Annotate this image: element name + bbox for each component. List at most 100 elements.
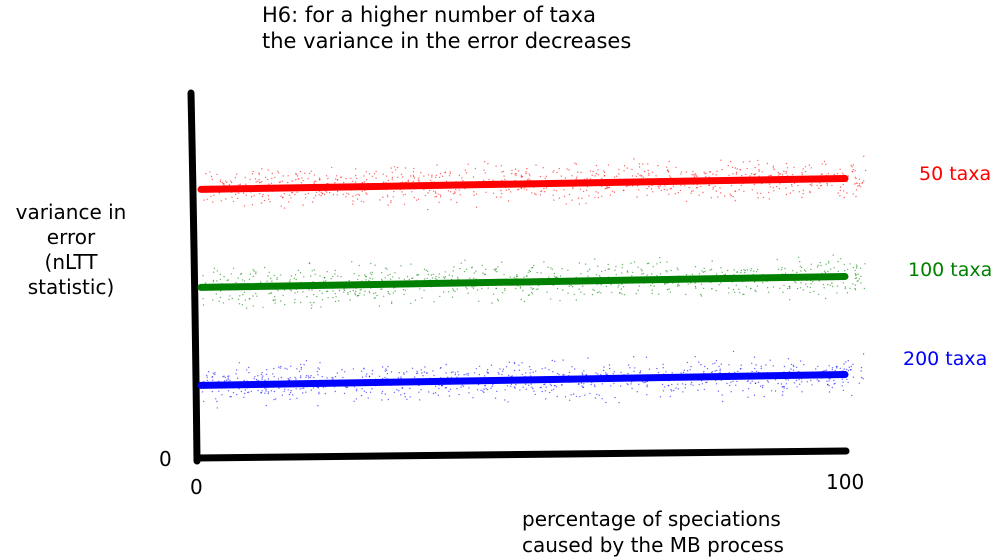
noise-point-series-1	[754, 289, 756, 291]
noise-point-series-1	[394, 290, 396, 292]
noise-point-series-0	[259, 193, 261, 195]
noise-point-series-1	[732, 288, 735, 291]
noise-point-series-0	[636, 196, 638, 198]
noise-point-series-1	[467, 292, 469, 294]
noise-point-series-1	[343, 291, 345, 293]
noise-point-series-0	[785, 162, 788, 165]
noise-point-series-0	[225, 198, 227, 200]
noise-point-series-2	[462, 385, 465, 387]
noise-point-series-2	[334, 376, 337, 378]
noise-point-series-2	[522, 386, 524, 388]
noise-point-series-1	[555, 276, 558, 279]
noise-point-series-0	[343, 182, 345, 184]
noise-point-series-1	[204, 282, 207, 284]
noise-point-series-1	[230, 273, 232, 275]
noise-point-series-1	[491, 302, 493, 304]
noise-point-series-0	[716, 170, 718, 172]
noise-point-series-1	[202, 304, 205, 306]
noise-point-series-1	[352, 289, 354, 292]
noise-point-series-2	[381, 366, 384, 368]
noise-point-series-1	[392, 292, 395, 294]
noise-point-series-2	[326, 377, 328, 379]
legend-entry-100-taxa: 100 taxa	[908, 259, 993, 281]
noise-point-series-2	[510, 383, 513, 385]
noise-point-series-1	[750, 270, 752, 272]
noise-point-series-1	[338, 289, 341, 292]
noise-point-series-2	[636, 391, 638, 393]
noise-point-series-1	[404, 289, 407, 292]
noise-point-series-2	[437, 394, 439, 396]
noise-point-series-2	[300, 363, 302, 366]
noise-point-series-0	[299, 170, 302, 173]
noise-point-series-2	[772, 365, 774, 367]
noise-point-series-2	[505, 366, 508, 368]
noise-point-series-0	[637, 173, 639, 175]
noise-point-series-1	[642, 272, 645, 275]
noise-point-series-0	[435, 176, 437, 178]
noise-point-series-0	[837, 192, 839, 194]
noise-point-series-2	[619, 385, 622, 387]
noise-point-series-0	[211, 178, 213, 181]
noise-point-series-2	[609, 367, 611, 370]
noise-point-series-1	[454, 290, 456, 293]
noise-point-series-0	[209, 171, 211, 173]
noise-point-series-0	[735, 173, 738, 175]
noise-point-series-2	[740, 367, 742, 370]
noise-point-series-0	[520, 187, 522, 189]
noise-point-series-1	[460, 262, 462, 264]
noise-point-series-0	[206, 198, 208, 200]
noise-point-series-0	[826, 184, 829, 186]
noise-point-series-1	[432, 273, 434, 276]
x-axis-line	[193, 447, 850, 462]
noise-point-series-2	[284, 388, 286, 390]
noise-point-series-0	[667, 171, 669, 173]
noise-point-series-0	[358, 194, 361, 196]
noise-point-series-2	[342, 376, 344, 379]
noise-point-series-2	[630, 383, 632, 385]
noise-point-series-2	[482, 390, 484, 392]
noise-point-series-2	[267, 391, 270, 393]
noise-point-series-1	[277, 289, 279, 292]
noise-point-series-0	[831, 184, 833, 187]
noise-point-series-2	[815, 368, 817, 370]
noise-point-series-0	[528, 173, 531, 175]
noise-point-series-0	[693, 173, 695, 175]
noise-point-series-1	[323, 277, 325, 279]
noise-point-series-1	[349, 299, 351, 301]
noise-point-series-2	[250, 390, 252, 393]
noise-point-series-1	[849, 287, 851, 290]
noise-point-series-2	[533, 390, 535, 392]
noise-point-series-2	[584, 394, 586, 396]
noise-point-series-2	[662, 363, 664, 366]
noise-point-series-0	[267, 178, 269, 181]
noise-point-series-1	[687, 283, 689, 285]
noise-point-series-2	[749, 382, 752, 384]
noise-point-series-0	[345, 196, 347, 198]
noise-point-series-0	[535, 164, 537, 166]
noise-point-series-0	[773, 190, 775, 192]
noise-point-series-2	[292, 394, 294, 396]
noise-point-series-1	[721, 271, 723, 273]
x-axis-label: percentage of speciations caused by the …	[522, 506, 784, 558]
noise-point-series-0	[625, 185, 627, 188]
noise-point-series-1	[635, 293, 637, 295]
noise-point-series-2	[317, 405, 319, 407]
noise-point-series-2	[755, 364, 757, 366]
x-tick-label-100: 100	[826, 470, 865, 494]
noise-point-series-0	[355, 174, 357, 177]
noise-point-series-1	[493, 268, 495, 271]
x-tick-label-0: 0	[190, 475, 203, 499]
noise-point-series-2	[571, 366, 573, 368]
noise-point-series-2	[283, 390, 285, 392]
noise-point-series-0	[679, 189, 682, 192]
noise-point-series-0	[418, 177, 420, 179]
noise-point-series-2	[305, 376, 307, 378]
noise-point-series-2	[467, 372, 469, 375]
noise-point-series-0	[585, 202, 587, 205]
noise-point-series-2	[612, 373, 614, 375]
noise-point-series-2	[780, 383, 783, 385]
noise-point-series-1	[389, 278, 392, 280]
noise-point-series-1	[852, 266, 854, 269]
noise-point-series-2	[548, 369, 550, 371]
noise-point-series-0	[635, 175, 638, 178]
